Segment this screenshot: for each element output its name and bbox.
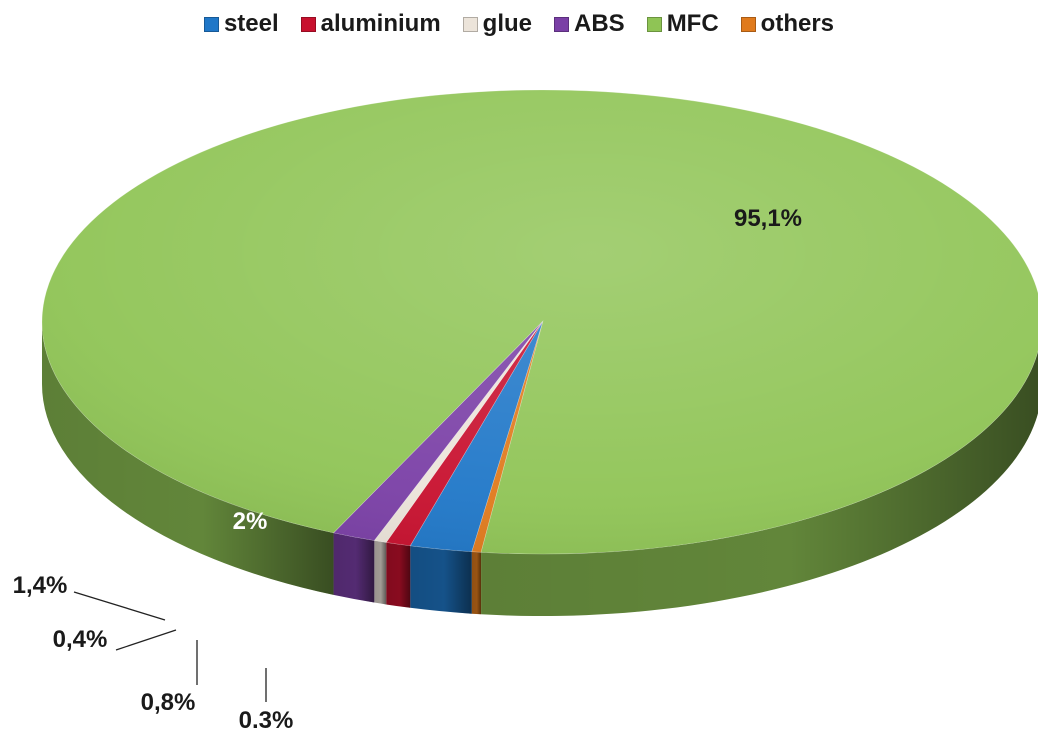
legend-swatch-glue [462,16,478,32]
data-label-others: 0.3% [239,707,294,731]
pie-sides [42,322,1038,616]
legend-swatch-others [740,16,756,32]
chart-legend: steel aluminium glue ABS MFC others [0,10,1038,38]
pie-top-shine [42,90,1038,554]
legend-label-others: others [760,10,835,37]
data-labels: 2% 0,8% 0,4% 1,4% 95,1% 0.3% [13,205,802,731]
pie-side-shade-glue [374,540,387,605]
legend-label-aluminium: aluminium [320,10,441,37]
pie-side-shade-mfc [481,350,1038,616]
pie-tops [41,89,1038,555]
legend-swatch-steel [203,16,219,32]
data-label-steel: 2% [233,508,268,535]
legend-item-glue: glue [462,10,533,38]
legend-item-steel: steel [203,10,279,38]
data-label-aluminium: 0,8% [141,689,196,716]
legend-item-others: others [740,10,835,38]
legend-item-abs: ABS [554,10,625,38]
legend-label-steel: steel [223,10,279,37]
legend-item-mfc: MFC [646,10,719,38]
legend-item-aluminium: aluminium [300,10,441,38]
leader-line-glue [115,629,177,651]
pie-side-shade-steel [410,545,472,614]
data-label-glue: 0,4% [53,626,108,653]
legend-label-glue: glue [482,10,533,37]
leader-line-abs [73,591,166,621]
pie-side-shade-others [471,551,482,615]
pie-side-shade-mfc [42,322,334,595]
legend-swatch-abs [554,16,570,32]
pie-side-shade-aluminium [386,542,411,608]
pie-side-shade-abs [333,532,375,603]
data-label-abs: 1,4% [13,572,68,599]
legend-label-abs: ABS [574,10,625,37]
legend-swatch-mfc [646,16,662,32]
legend-swatch-aluminium [300,16,316,32]
leader-lines [73,591,267,702]
legend-label-mfc: MFC [666,10,719,37]
data-label-mfc: 95,1% [734,205,802,232]
